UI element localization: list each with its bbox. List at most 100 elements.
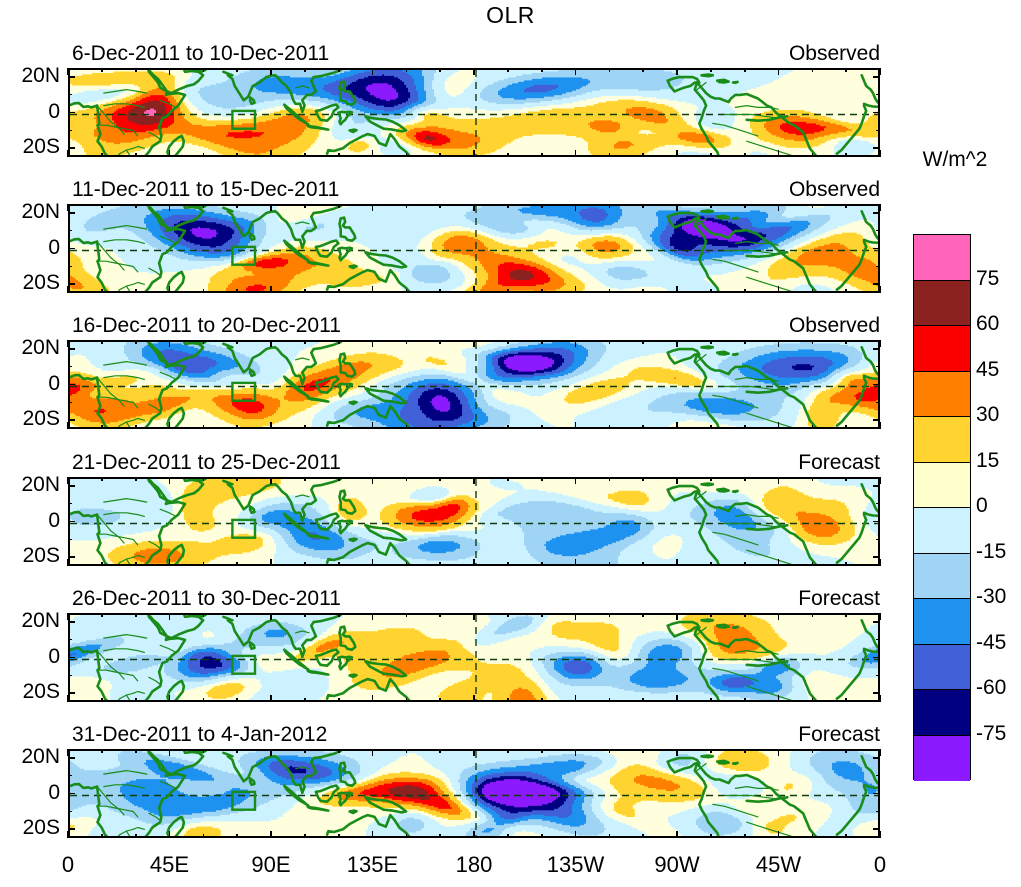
- x-tick-mark: [778, 286, 780, 293]
- y-tick-mark: [876, 539, 880, 541]
- x-tick-mark: [203, 749, 205, 753]
- x-tick-mark: [541, 153, 543, 157]
- x-tick-mark: [439, 204, 441, 208]
- x-tick-mark: [845, 698, 847, 702]
- x-tick-mark: [236, 698, 238, 702]
- x-tick-mark: [67, 422, 69, 429]
- x-tick-mark: [710, 834, 712, 838]
- x-tick-mark: [609, 289, 611, 293]
- x-tick-mark: [710, 204, 712, 208]
- x-tick-mark: [67, 150, 69, 157]
- x-tick-mark: [101, 477, 103, 481]
- x-tick-mark: [338, 340, 340, 344]
- x-tick-mark: [406, 289, 408, 293]
- x-tick-mark: [135, 698, 137, 702]
- x-tick-mark: [845, 834, 847, 838]
- colorbar-tick-label: -45: [976, 631, 1006, 655]
- x-tick-mark: [744, 425, 746, 429]
- x-tick-mark: [744, 834, 746, 838]
- x-tick-mark: [304, 425, 306, 429]
- y-tick-mark: [68, 147, 75, 149]
- x-tick-mark: [338, 562, 340, 566]
- x-tick-mark: [169, 286, 171, 293]
- x-tick-mark: [439, 698, 441, 702]
- colorbar-band: [914, 326, 970, 372]
- colorbar-band: [914, 690, 970, 736]
- x-tick-mark: [744, 477, 746, 481]
- y-tick-mark: [68, 384, 75, 386]
- panel-kind-label: Observed: [789, 314, 880, 338]
- y-tick-mark: [68, 248, 75, 250]
- y-tick-mark: [68, 366, 72, 368]
- x-tick-mark: [270, 340, 272, 347]
- x-tick-mark: [439, 340, 441, 344]
- x-tick-mark: [541, 477, 543, 481]
- panel-kind-label: Forecast: [798, 587, 880, 611]
- x-tick-mark: [710, 562, 712, 566]
- y-tick-mark: [876, 230, 880, 232]
- y-tick-mark: [68, 266, 72, 268]
- colorbar-tick-label: -60: [976, 676, 1006, 700]
- x-tick-mark: [609, 68, 611, 72]
- x-tick-mark: [473, 695, 475, 702]
- y-axis-tick-label: 20S: [2, 544, 60, 568]
- x-tick-mark: [406, 477, 408, 481]
- x-tick-mark: [372, 749, 374, 756]
- colorbar-band: [914, 281, 970, 327]
- y-tick-mark: [876, 366, 880, 368]
- y-tick-mark: [873, 692, 880, 694]
- x-tick-mark: [270, 749, 272, 756]
- colorbar-band: [914, 599, 970, 645]
- y-tick-mark: [68, 76, 75, 78]
- y-tick-mark: [68, 485, 75, 487]
- x-tick-mark: [169, 695, 171, 702]
- x-tick-mark: [879, 749, 881, 756]
- x-tick-mark: [439, 477, 441, 481]
- x-tick-mark: [710, 698, 712, 702]
- x-tick-mark: [744, 153, 746, 157]
- x-tick-mark: [338, 68, 340, 72]
- y-tick-mark: [873, 828, 880, 830]
- y-tick-mark: [876, 811, 880, 813]
- x-tick-mark: [845, 562, 847, 566]
- x-tick-mark: [439, 613, 441, 617]
- x-tick-mark: [304, 153, 306, 157]
- x-tick-mark: [473, 150, 475, 157]
- x-tick-mark: [744, 68, 746, 72]
- y-tick-mark: [873, 348, 880, 350]
- x-tick-mark: [845, 749, 847, 753]
- colorbar-tick-label: -75: [976, 722, 1006, 746]
- x-tick-mark: [270, 695, 272, 702]
- x-tick-mark: [879, 150, 881, 157]
- x-tick-mark: [203, 834, 205, 838]
- y-tick-mark: [68, 556, 75, 558]
- x-tick-mark: [406, 340, 408, 344]
- panel-kind-label: Forecast: [798, 723, 880, 747]
- x-tick-mark: [507, 68, 509, 72]
- x-tick-mark: [135, 613, 137, 617]
- x-tick-mark: [845, 477, 847, 481]
- x-tick-mark: [473, 749, 475, 756]
- x-tick-mark: [541, 340, 543, 344]
- x-tick-mark: [676, 477, 678, 484]
- x-tick-mark: [135, 834, 137, 838]
- y-tick-mark: [876, 675, 880, 677]
- x-tick-mark: [642, 834, 644, 838]
- x-tick-mark: [304, 562, 306, 566]
- x-tick-mark: [135, 425, 137, 429]
- y-axis-tick-label: 0: [2, 372, 60, 396]
- x-tick-mark: [744, 340, 746, 344]
- x-tick-mark: [507, 562, 509, 566]
- x-tick-mark: [372, 422, 374, 429]
- x-tick-mark: [710, 289, 712, 293]
- x-tick-mark: [406, 749, 408, 753]
- y-tick-mark: [68, 793, 75, 795]
- x-tick-mark: [879, 286, 881, 293]
- x-tick-mark: [169, 749, 171, 756]
- x-axis-tick-label: 90W: [637, 852, 717, 878]
- x-tick-mark: [270, 422, 272, 429]
- x-tick-mark: [135, 477, 137, 481]
- x-tick-mark: [304, 68, 306, 72]
- y-tick-mark: [68, 757, 75, 759]
- x-tick-mark: [609, 204, 611, 208]
